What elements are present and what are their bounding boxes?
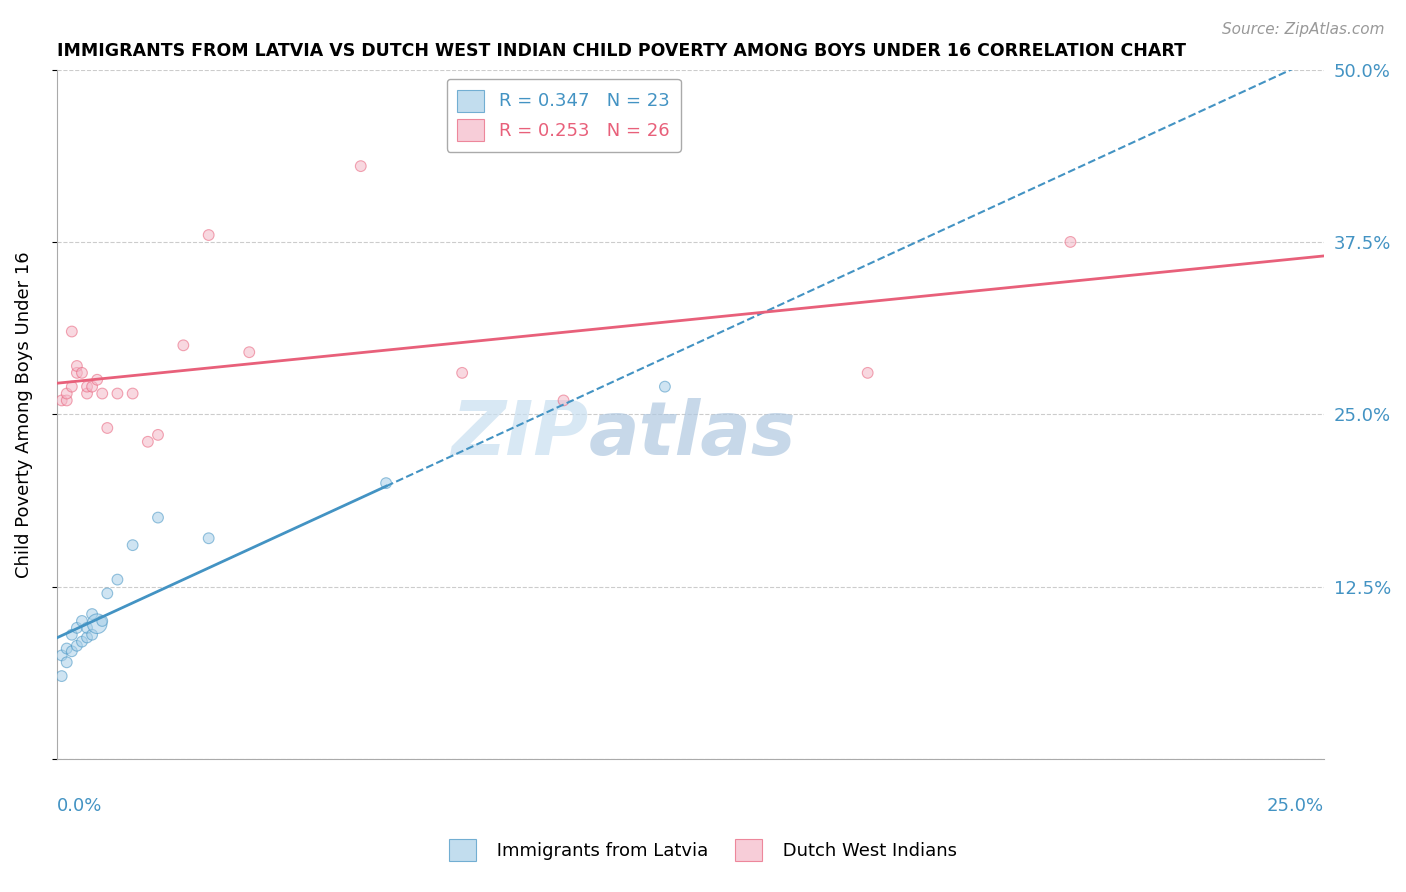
Point (66, 621, 89, 635)
Point (96, 586, 118, 600)
Point (197, 531, 219, 545)
Point (451, 366, 474, 380)
Text: IMMIGRANTS FROM LATVIA VS DUTCH WEST INDIAN CHILD POVERTY AMONG BOYS UNDER 16 CO: IMMIGRANTS FROM LATVIA VS DUTCH WEST IND… (56, 42, 1185, 60)
Point (82, 628, 104, 642)
Point (172, 338, 194, 352)
Point (91, 614, 114, 628)
Point (66, 639, 89, 653)
Y-axis label: Child Poverty Among Boys Under 16: Child Poverty Among Boys Under 16 (15, 251, 32, 577)
Point (55, 386, 77, 401)
Point (86, 616, 108, 631)
Point (197, 227, 219, 242)
Point (856, 366, 879, 380)
Point (350, 159, 373, 173)
Text: 0.0%: 0.0% (56, 797, 103, 814)
Point (76, 386, 98, 401)
Point (82, 379, 104, 393)
Text: Source: ZipAtlas.com: Source: ZipAtlas.com (1222, 22, 1385, 37)
Point (375, 476, 398, 491)
Point (96, 421, 118, 435)
Point (553, 393, 575, 408)
Text: 25.0%: 25.0% (1267, 797, 1324, 814)
Point (91, 386, 114, 401)
Point (60, 644, 83, 658)
Point (136, 434, 159, 449)
Point (238, 345, 260, 359)
Point (66, 359, 89, 373)
Point (107, 573, 129, 587)
Point (55, 655, 77, 669)
Text: atlas: atlas (589, 399, 796, 471)
Point (55, 393, 77, 408)
Point (654, 379, 676, 393)
Point (70, 634, 93, 648)
Point (146, 428, 169, 442)
Legend:  Immigrants from Latvia,  Dutch West Indians: Immigrants from Latvia, Dutch West India… (440, 830, 966, 870)
Point (60, 628, 83, 642)
Point (51, 648, 73, 663)
Point (76, 631, 98, 645)
Point (121, 386, 143, 401)
Point (51, 393, 73, 408)
Point (86, 373, 108, 387)
Point (60, 379, 83, 393)
Point (107, 386, 129, 401)
Legend: R = 0.347   N = 23, R = 0.253   N = 26: R = 0.347 N = 23, R = 0.253 N = 26 (447, 78, 681, 152)
Point (66, 366, 89, 380)
Point (70, 366, 93, 380)
Point (70, 614, 93, 628)
Point (76, 379, 98, 393)
Point (51, 669, 73, 683)
Point (82, 607, 104, 621)
Point (60, 325, 83, 339)
Point (121, 538, 143, 552)
Text: ZIP: ZIP (451, 399, 589, 471)
Point (1059, 235, 1081, 249)
Point (55, 641, 77, 656)
Point (146, 510, 169, 524)
Point (76, 621, 98, 635)
